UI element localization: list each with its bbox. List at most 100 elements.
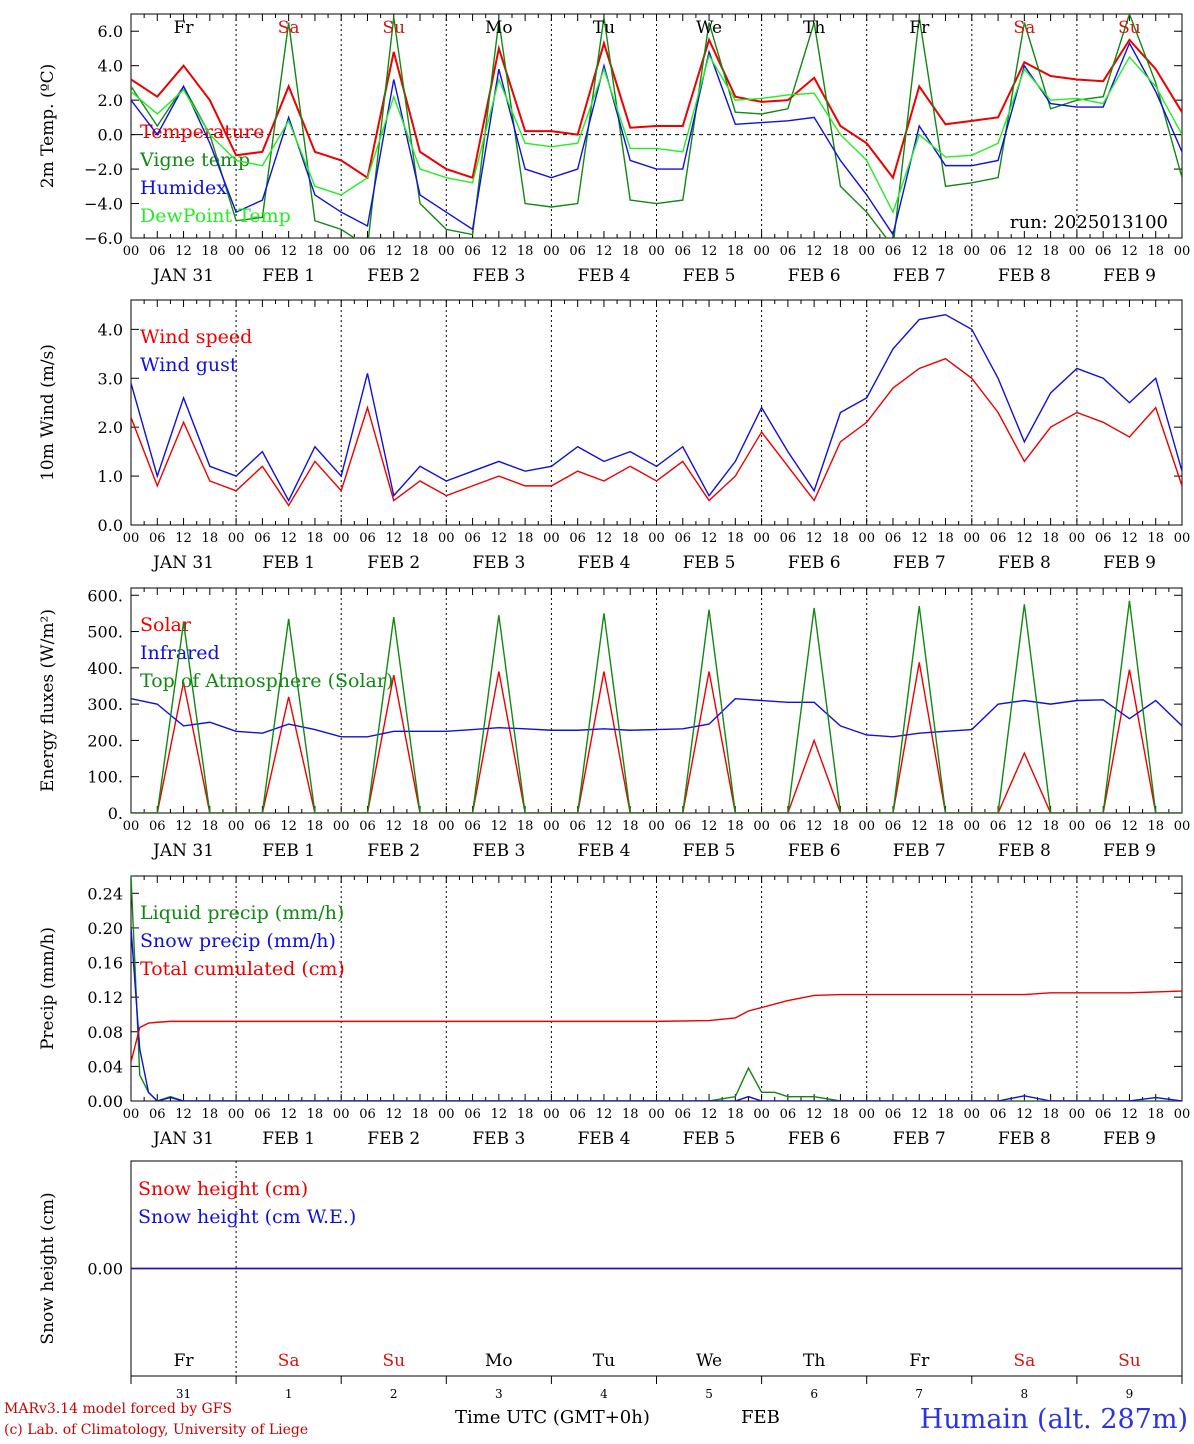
panel-3: 00 06 12 18 00 06 12 18 00 06 12 18 00 06 12 18 00 06 12 18… bbox=[38, 586, 1190, 861]
y-tick-label: 600. bbox=[87, 586, 123, 605]
hour-label: 18 bbox=[1042, 244, 1059, 259]
hour-label: 12 bbox=[701, 1107, 718, 1122]
y-tick-label: 3.0 bbox=[98, 369, 123, 388]
hour-label: 18 bbox=[1147, 1107, 1164, 1122]
hour-label: 12 bbox=[596, 244, 613, 259]
hour-label: 18 bbox=[1042, 819, 1059, 834]
hour-label: 12 bbox=[175, 819, 192, 834]
panel-4: 00 06 12 18 00 06 12 18 00 06 12 18 00 06 12 18 00 06 12 18… bbox=[38, 875, 1190, 1149]
day-number: 9 bbox=[1126, 1387, 1134, 1401]
hour-label: 06 bbox=[149, 531, 166, 546]
series-line-snow-precip-mm-h- bbox=[131, 927, 1182, 1101]
hour-label: 00 bbox=[1069, 819, 1086, 834]
month-label: FEB bbox=[741, 1407, 780, 1428]
hour-label: 06 bbox=[359, 819, 376, 834]
hour-label: 06 bbox=[780, 244, 797, 259]
date-label: FEB 6 bbox=[788, 841, 841, 861]
y-tick-label: 1.0 bbox=[98, 467, 123, 486]
legend-entry: Total cumulated (cm) bbox=[140, 958, 345, 980]
hour-label: 00 bbox=[648, 531, 665, 546]
hour-label: 00 bbox=[1069, 1107, 1086, 1122]
lab-credit: (c) Lab. of Climatology, University of L… bbox=[4, 1422, 308, 1438]
day-name: Mo bbox=[485, 1351, 513, 1371]
date-label: FEB 8 bbox=[998, 553, 1051, 573]
hour-label: 18 bbox=[622, 531, 639, 546]
date-label: JAN 31 bbox=[151, 553, 214, 573]
legend-entry: Temperature bbox=[140, 121, 264, 143]
hour-label: 06 bbox=[675, 244, 692, 259]
hour-label: 00 bbox=[333, 1107, 350, 1122]
day-name: Tu bbox=[593, 18, 615, 38]
hour-label: 06 bbox=[885, 819, 902, 834]
model-credit: MARv3.14 model forced by GFS bbox=[4, 1401, 232, 1417]
date-label: FEB 1 bbox=[262, 1129, 315, 1149]
legend-entry: Solar bbox=[140, 614, 192, 636]
hour-label: 00 bbox=[1174, 819, 1191, 834]
hour-label: 18 bbox=[832, 1107, 849, 1122]
hour-label: 06 bbox=[675, 531, 692, 546]
date-label: FEB 3 bbox=[472, 841, 525, 861]
y-tick-label: −4.0 bbox=[84, 195, 123, 214]
date-label: FEB 8 bbox=[998, 841, 1051, 861]
hour-label: 00 bbox=[753, 1107, 770, 1122]
hour-label: 12 bbox=[491, 531, 508, 546]
y-tick-label: 0.00 bbox=[87, 1260, 123, 1279]
y-tick-label: 0.20 bbox=[87, 919, 123, 938]
hour-label: 12 bbox=[806, 531, 823, 546]
hour-label: 06 bbox=[149, 1107, 166, 1122]
date-label: FEB 7 bbox=[893, 553, 946, 573]
y-tick-label: 0.04 bbox=[87, 1057, 123, 1076]
day-number: 5 bbox=[705, 1387, 713, 1401]
hour-label: 00 bbox=[964, 244, 981, 259]
day-name: We bbox=[696, 18, 722, 38]
hour-label: 12 bbox=[385, 244, 402, 259]
y-tick-label: 4.0 bbox=[98, 57, 123, 76]
hour-label: 06 bbox=[780, 1107, 797, 1122]
hour-label: 06 bbox=[885, 531, 902, 546]
hour-label: 00 bbox=[858, 531, 875, 546]
y-tick-label: 6.0 bbox=[98, 22, 123, 41]
hour-label: 12 bbox=[1121, 1107, 1138, 1122]
series-line-vigne-temp bbox=[131, 14, 1182, 238]
day-number: 2 bbox=[390, 1387, 398, 1401]
hour-label: 06 bbox=[464, 1107, 481, 1122]
hour-label: 00 bbox=[753, 531, 770, 546]
hour-label: 12 bbox=[806, 819, 823, 834]
hour-label: 06 bbox=[675, 819, 692, 834]
y-tick-label: 300. bbox=[87, 695, 123, 714]
y-tick-label: 2.0 bbox=[98, 91, 123, 110]
hour-label: 12 bbox=[1016, 244, 1033, 259]
hour-label: 00 bbox=[228, 1107, 245, 1122]
date-label: FEB 2 bbox=[367, 553, 420, 573]
hour-label: 06 bbox=[780, 531, 797, 546]
hour-label: 06 bbox=[990, 1107, 1007, 1122]
hour-label: 00 bbox=[333, 819, 350, 834]
date-label: FEB 3 bbox=[472, 266, 525, 286]
y-axis-label: Precip (mm/h) bbox=[38, 927, 58, 1050]
hour-label: 18 bbox=[412, 531, 429, 546]
hour-label: 00 bbox=[123, 531, 140, 546]
hour-label: 06 bbox=[885, 1107, 902, 1122]
hour-label: 00 bbox=[438, 819, 455, 834]
hour-label: 06 bbox=[254, 531, 271, 546]
hour-label: 18 bbox=[517, 244, 534, 259]
date-label: FEB 9 bbox=[1103, 841, 1156, 861]
hour-label: 18 bbox=[937, 1107, 954, 1122]
hour-label: 12 bbox=[1121, 531, 1138, 546]
date-label: FEB 5 bbox=[683, 841, 736, 861]
hour-label: 00 bbox=[858, 244, 875, 259]
hour-label: 06 bbox=[149, 244, 166, 259]
date-label: FEB 1 bbox=[262, 841, 315, 861]
day-name: Sa bbox=[1013, 1351, 1035, 1371]
hour-label: 06 bbox=[1095, 819, 1112, 834]
hour-label: 12 bbox=[1121, 244, 1138, 259]
hour-label: 00 bbox=[648, 1107, 665, 1122]
day-number: 6 bbox=[810, 1387, 818, 1401]
series-line-top-of-atmosphere-solar- bbox=[131, 600, 1182, 813]
hour-label: 12 bbox=[911, 819, 928, 834]
hour-label: 06 bbox=[1095, 531, 1112, 546]
hour-label: 12 bbox=[911, 531, 928, 546]
hour-label: 18 bbox=[727, 244, 744, 259]
series-line-humidex bbox=[131, 41, 1182, 237]
